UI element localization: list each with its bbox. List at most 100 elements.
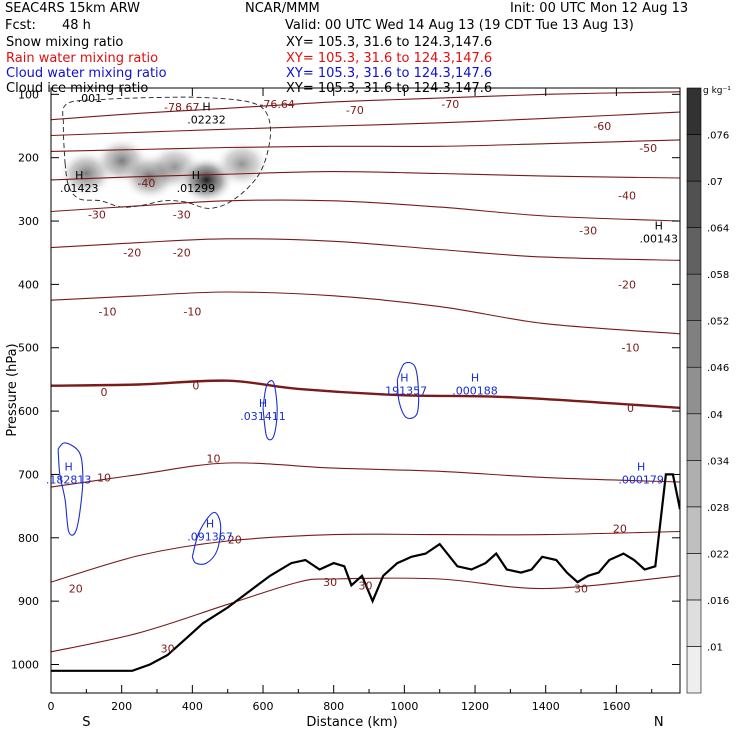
isotherm-30 bbox=[51, 575, 680, 653]
y-tick-label-3: 400 bbox=[18, 278, 39, 291]
snow-blob-5 bbox=[213, 140, 270, 189]
colorbar-bin-2 bbox=[686, 553, 702, 601]
isotherm-label-3: -70 bbox=[441, 98, 459, 111]
isotherm-label-10: -30 bbox=[579, 225, 597, 238]
cloud-ice-contour-label: .001 bbox=[78, 92, 103, 105]
colorbar-bin-1 bbox=[686, 599, 702, 647]
cloud-ice-max-value-0: .01423 bbox=[60, 182, 99, 195]
forecast-label: Fcst: bbox=[5, 18, 36, 33]
isotherm-m70 bbox=[51, 91, 680, 121]
terrain-surface bbox=[51, 473, 680, 672]
cloud-ice-max-value-3: .00143 bbox=[640, 233, 679, 246]
colorbar: g kg⁻¹ .01 .016 .022 .028 .034 .04 .046 .052 .058… bbox=[686, 86, 731, 694]
cloud-water-max-mark-4: H bbox=[471, 372, 479, 385]
isotherm-label-25: 30 bbox=[161, 643, 175, 656]
axes: 0 200 400 600 800 1000 1200 1400 160010020030040… bbox=[5, 87, 681, 730]
terrain-line bbox=[51, 473, 680, 672]
isotherm-label-1: -76.64 bbox=[259, 98, 294, 111]
colorbar-tick-0: .01 bbox=[707, 642, 723, 653]
x-tick-label-6: 1200 bbox=[461, 700, 489, 713]
isotherm-label-9: -30 bbox=[173, 209, 191, 222]
isotherm-m60 bbox=[51, 111, 680, 137]
contour-labels: -78.67 -76.64 -70 -70 -60 -50 -40 -40 -30 -30 -30 -… bbox=[46, 92, 678, 656]
colorbar-tick-11: .076 bbox=[707, 131, 729, 142]
colorbar-tick-10: .07 bbox=[707, 177, 723, 188]
colorbar-bin-6 bbox=[686, 366, 702, 415]
isotherm-m30 bbox=[51, 199, 680, 222]
isotherm-label-18: 0 bbox=[192, 380, 199, 393]
y-tick-label-5: 600 bbox=[18, 405, 39, 418]
colorbar-bin-12 bbox=[686, 87, 702, 135]
field-name-snow: Snow mixing ratio bbox=[6, 35, 124, 50]
isotherm-m10 bbox=[51, 291, 680, 335]
isotherm-label-12: -20 bbox=[173, 247, 191, 260]
isotherm-m40 bbox=[51, 171, 680, 181]
init-time: Init: 00 UTC Mon 12 Aug 13 bbox=[510, 1, 689, 16]
field-name-rain: Rain water mixing ratio bbox=[6, 51, 159, 66]
isotherm-label-11: -20 bbox=[123, 247, 141, 260]
temperature-contours bbox=[51, 91, 680, 653]
colorbar-unit: g kg⁻¹ bbox=[703, 86, 731, 96]
field-name-cloud-water: Cloud water mixing ratio bbox=[6, 66, 167, 81]
cloud-ice-max-mark-0: H bbox=[75, 169, 83, 182]
x-axis-title: Distance (km) bbox=[306, 715, 397, 730]
colorbar-bin-5 bbox=[686, 413, 702, 461]
colorbar-bin-8 bbox=[686, 273, 702, 321]
isotherm-label-13: -20 bbox=[618, 278, 636, 291]
field-xy-cloud-water: XY= 105.3, 31.6 to 124.3,147.6 bbox=[286, 66, 493, 81]
snow-shading bbox=[58, 136, 270, 204]
cloud-water-contour-3 bbox=[396, 361, 420, 419]
model-name: SEAC4RS 15km ARW bbox=[5, 1, 141, 16]
y-tick-label-0: 100 bbox=[18, 88, 39, 101]
isotherm-label-4: -60 bbox=[593, 120, 611, 133]
x-tick-label-8: 1600 bbox=[602, 700, 630, 713]
cloud-water-max-value-2: .031411 bbox=[240, 410, 286, 423]
isotherm-label-17: 0 bbox=[101, 386, 108, 399]
cloud-water-max-value-5: .000179 bbox=[618, 473, 664, 486]
cloud-water-contours bbox=[57, 361, 420, 565]
colorbar-tick-9: .064 bbox=[707, 224, 729, 235]
cloud-water-contour-0 bbox=[57, 442, 84, 536]
cloud-ice-max-mark-1: H bbox=[192, 169, 200, 182]
colorbar-bin-0 bbox=[686, 646, 702, 694]
cloud-water-contour-2 bbox=[262, 380, 278, 441]
isotherm-label-2: -70 bbox=[346, 104, 364, 117]
colorbar-tick-5: .04 bbox=[707, 410, 723, 421]
cloud-ice-max-mark-3: H bbox=[655, 220, 663, 233]
x-tick-label-7: 1400 bbox=[532, 700, 560, 713]
y-axis-title: Pressure (hPa) bbox=[5, 343, 20, 436]
cloud-water-max-value-4: .000188 bbox=[452, 385, 498, 398]
colorbar-bin-3 bbox=[686, 506, 702, 554]
y-tick-label-7: 800 bbox=[18, 532, 39, 545]
forecast-hour: 48 h bbox=[62, 18, 91, 33]
isotherm-label-19: 0 bbox=[627, 402, 634, 415]
x-tick-label-5: 1000 bbox=[390, 700, 418, 713]
cloud-water-max-mark-5: H bbox=[637, 460, 645, 473]
colorbar-bin-7 bbox=[686, 320, 702, 368]
cloud-water-max-value-1: .091367 bbox=[187, 530, 233, 543]
cloud-ice-max-value-2: .02232 bbox=[187, 114, 226, 127]
cloud-water-max-value-0: .182813 bbox=[46, 473, 92, 486]
isotherm-label-14: -10 bbox=[99, 306, 117, 319]
isotherm-label-22: 20 bbox=[69, 582, 83, 595]
cloud-water-max-mark-1: H bbox=[206, 517, 214, 530]
cloud-ice-max-mark-2: H bbox=[202, 101, 210, 114]
y-tick-label-9: 1000 bbox=[11, 658, 39, 671]
colorbar-bin-9 bbox=[686, 227, 702, 275]
isotherm-10 bbox=[51, 462, 680, 488]
isotherm-label-16: -10 bbox=[622, 342, 640, 355]
isotherm-label-8: -30 bbox=[88, 209, 106, 222]
cloud-water-max-mark-0: H bbox=[65, 460, 73, 473]
isotherm-label-7: -40 bbox=[618, 190, 636, 203]
isotherm-m50 bbox=[51, 139, 680, 152]
cloud-ice-contour bbox=[62, 96, 272, 209]
cloud-ice-contours bbox=[62, 96, 272, 209]
isotherm-label-23: 20 bbox=[228, 534, 242, 547]
x-tick-label-2: 400 bbox=[182, 700, 203, 713]
colorbar-tick-4: .034 bbox=[707, 456, 729, 467]
organization: NCAR/MMM bbox=[245, 1, 320, 16]
y-tick-label-1: 200 bbox=[18, 152, 39, 165]
isotherm-label-24: 20 bbox=[613, 522, 627, 535]
colorbar-tick-7: .052 bbox=[707, 317, 729, 328]
